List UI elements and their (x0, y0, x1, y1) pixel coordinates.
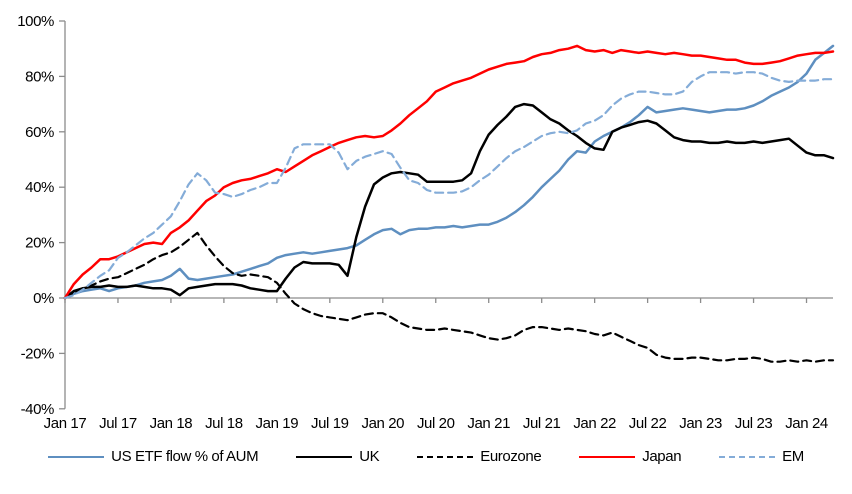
y-tick-label: -20% (21, 345, 54, 362)
y-tick-label: 60% (25, 124, 54, 141)
series-line-uk (63, 102, 835, 300)
y-tick-label: 0% (33, 290, 54, 307)
legend-item-us-etf-flow-of-aum: US ETF flow % of AUM (48, 448, 259, 465)
y-tick-label: 100% (17, 13, 54, 30)
x-tick-label: Jul 19 (311, 415, 349, 432)
legend-swatch-eurozone (417, 455, 474, 458)
line-chart-canvas: 100% 80% 60% 40% 20% 0% -20% -40%Jan 17 Jul 17 Ja… (17, 13, 835, 432)
x-tick-label: Jul 23 (735, 415, 773, 432)
y-tick-label: 20% (25, 235, 54, 252)
series-line-eurozone (63, 231, 835, 363)
series-line-em (63, 71, 835, 300)
legend-item-japan: Japan (579, 448, 682, 465)
series-line-japan (63, 44, 835, 300)
x-tick-label: Jul 21 (523, 415, 561, 432)
legend-label-eurozone: Eurozone (480, 448, 542, 465)
chart-legend: US ETF flow % of AUM UK Eurozone Japan EM (0, 448, 852, 465)
legend-swatch-uk (296, 455, 353, 458)
legend-label-us-etf-flow-of-aum: US ETF flow % of AUM (111, 448, 259, 465)
x-tick-label: Jul 17 (99, 415, 137, 432)
x-tick-label: Jan 21 (467, 415, 510, 432)
x-tick-label: Jul 18 (205, 415, 243, 432)
x-tick-label: Jan 24 (785, 415, 828, 432)
y-tick-label: 80% (25, 68, 54, 85)
legend-item-eurozone: Eurozone (417, 448, 542, 465)
legend-item-em: EM (719, 448, 804, 465)
legend-swatch-japan (579, 455, 636, 458)
x-tick-label: Jan 22 (573, 415, 616, 432)
x-tick-label: Jan 23 (679, 415, 722, 432)
y-tick-label: 40% (25, 179, 54, 196)
x-tick-label: Jan 20 (361, 415, 404, 432)
x-tick-label: Jan 18 (150, 415, 193, 432)
x-tick-label: Jan 19 (256, 415, 299, 432)
y-tick-label: -40% (21, 401, 54, 418)
x-tick-label: Jan 17 (44, 415, 87, 432)
legend-item-uk: UK (296, 448, 380, 465)
legend-label-japan: Japan (642, 448, 682, 465)
legend-label-uk: UK (359, 448, 380, 465)
legend-swatch-em (719, 455, 776, 458)
x-tick-label: Jul 20 (417, 415, 455, 432)
legend-swatch-us-etf-flow-of-aum (48, 455, 105, 458)
x-tick-label: Jul 22 (629, 415, 667, 432)
legend-label-em: EM (782, 448, 804, 465)
series-line-us-etf-flow-of-aum (63, 44, 835, 300)
